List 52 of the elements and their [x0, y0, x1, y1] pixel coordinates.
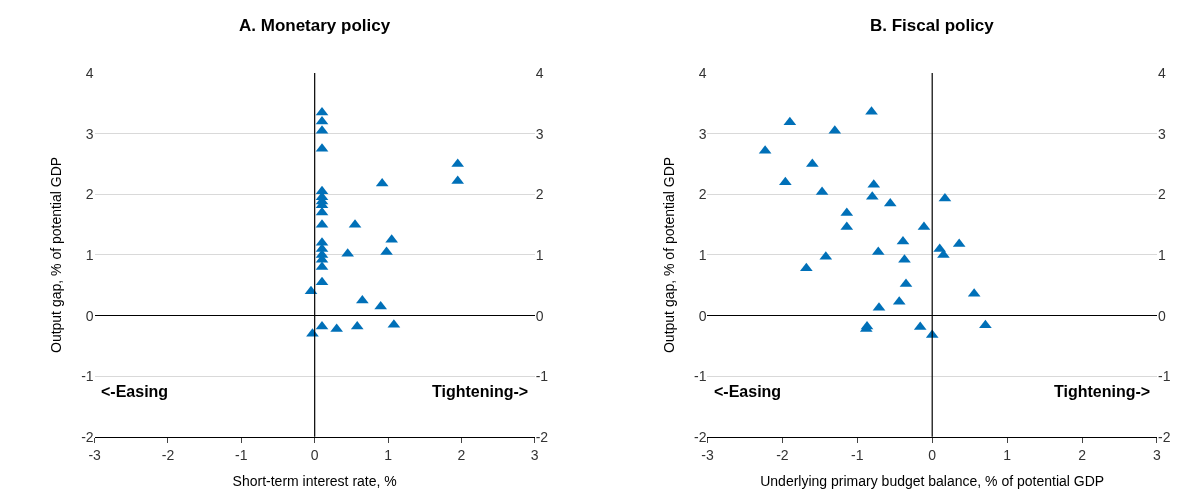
x-axis-title: Short-term interest rate, %	[232, 472, 397, 489]
x-tick-label: 1	[1003, 446, 1012, 463]
y2-tick-label: 1	[535, 246, 544, 263]
x-tick-label: -2	[161, 446, 175, 463]
y2-tick-label: -1	[1157, 368, 1171, 385]
x-tick-label: 1	[384, 446, 393, 463]
x-tick-label: 3	[530, 446, 539, 463]
chart-title: B. Fiscal policy	[870, 16, 995, 35]
y2-tick-label: 1	[1157, 246, 1166, 263]
y2-tick-label: 3	[535, 125, 544, 142]
x-tick-label: 3	[1153, 446, 1162, 463]
x-tick-label: -3	[701, 446, 714, 463]
x-axis-title: Underlying primary budget balance, % of potential GDP	[760, 472, 1105, 489]
y2-tick-label: 4	[1157, 64, 1166, 81]
x-tick-label: -3	[88, 446, 102, 463]
x-tick-label: 2	[1078, 446, 1087, 463]
x-tick-label: 0	[928, 446, 937, 463]
y2-tick-label: 2	[535, 186, 544, 203]
y-tick-label: 4	[85, 64, 94, 81]
y-tick-label: 3	[698, 125, 707, 142]
y-tick-label: 3	[85, 125, 94, 142]
y-axis-title: Output gap, % of potential GDP	[47, 156, 64, 354]
y2-tick-label: 4	[535, 64, 544, 81]
y-tick-label: 0	[85, 307, 94, 324]
annotation: Tightening->	[1054, 383, 1151, 400]
x-tick-label: 0	[310, 446, 319, 463]
x-tick-label: -1	[851, 446, 864, 463]
y2-tick-label: 3	[1157, 125, 1166, 142]
y-tick-label: 0	[698, 307, 707, 324]
y2-tick-label: -1	[535, 368, 549, 385]
y2-tick-label: 0	[535, 307, 544, 324]
y2-tick-label: -2	[1157, 428, 1171, 445]
y-tick-label: -1	[693, 368, 707, 385]
x-tick-label: -1	[235, 446, 248, 463]
y2-tick-label: 2	[1157, 186, 1166, 203]
annotation: Tightening->	[432, 383, 529, 400]
x-tick-label: -2	[776, 446, 789, 463]
y2-tick-label: -2	[535, 428, 549, 445]
y-tick-label: 4	[698, 64, 707, 81]
y-tick-label: 1	[698, 246, 707, 263]
y-tick-label: 2	[698, 186, 707, 203]
annotation: <-Easing	[101, 383, 169, 400]
y-tick-label: -1	[81, 368, 94, 385]
y-tick-label: 1	[85, 246, 94, 263]
y-tick-label: 2	[85, 186, 94, 203]
x-tick-label: 2	[457, 446, 466, 463]
y-tick-label: -2	[81, 428, 94, 445]
y-axis-title: Output gap, % of potential GDP	[660, 156, 677, 354]
chart-title: A. Monetary policy	[239, 16, 391, 35]
y2-tick-label: 0	[1157, 307, 1166, 324]
y-tick-label: -2	[693, 428, 707, 445]
annotation: <-Easing	[714, 383, 782, 400]
